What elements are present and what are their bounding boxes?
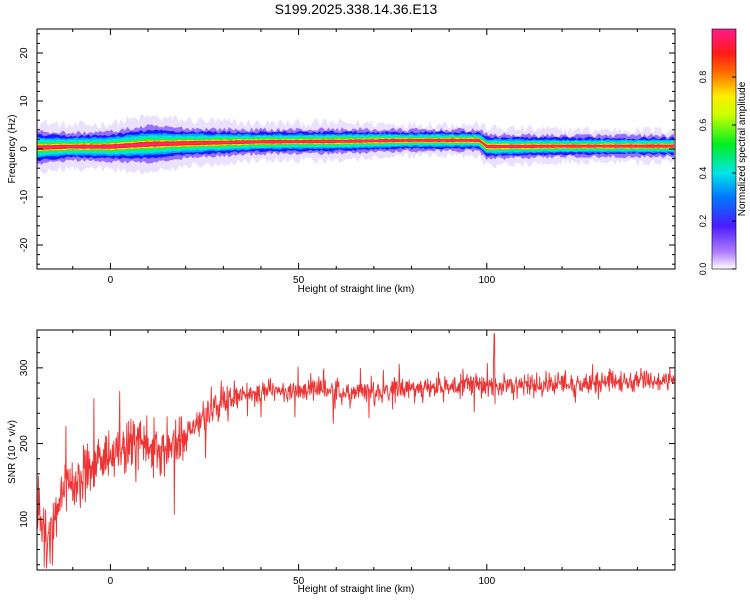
snr-ytick-label: 100 [19,510,30,527]
spectrogram-ytick-label: -20 [19,237,30,252]
snr-panel: 0 50 100 100 200 300 Height of straight line … [7,329,676,595]
colorbar-tick-label: 0.6 [698,119,708,132]
spectrogram-ylabel: Frequency (Hz) [7,115,18,184]
spectrogram-ytick-label: 0 [19,146,30,152]
colorbar-tick-label: 0.4 [698,167,708,180]
colorbar-tick-label: 0.8 [698,71,708,84]
snr-xtick-label: 0 [108,576,114,587]
colorbar-tick-label: 0.0 [698,263,708,276]
spectrogram-ytick-label: 10 [19,95,30,107]
spectrogram-ytick-label: 20 [19,47,30,59]
figure-title: S199.2025.338.14.36.E13 [275,1,438,17]
snr-series-line [37,333,675,569]
snr-frame [36,329,676,571]
spectrogram-ytick-label: -10 [19,189,30,204]
snr-xlabel: Height of straight line (km) [298,584,415,595]
spectrogram-xlabel: Height of straight line (km) [298,284,415,295]
snr-xtick-label: 50 [293,576,305,587]
colorbar-tick-label: 0.2 [698,215,708,228]
spectrogram-xtick-label: 0 [108,275,114,286]
snr-ylabel: SNR (10 * v/v) [7,420,18,484]
colorbar: 0.0 0.2 0.4 0.6 0.8 Normalized spectral ampl… [698,28,748,276]
colorbar-label: Normalized spectral amplitude [737,81,748,216]
spectrogram-xtick-label: 50 [293,275,305,286]
snr-ytick-label: 300 [19,359,30,376]
spectrogram-xtick-label: 100 [478,275,495,286]
snr-xtick-label: 100 [478,576,495,587]
band-layer-magenta [37,139,674,149]
snr-ytick-label: 200 [19,435,30,452]
colorbar-gradient [711,28,737,270]
